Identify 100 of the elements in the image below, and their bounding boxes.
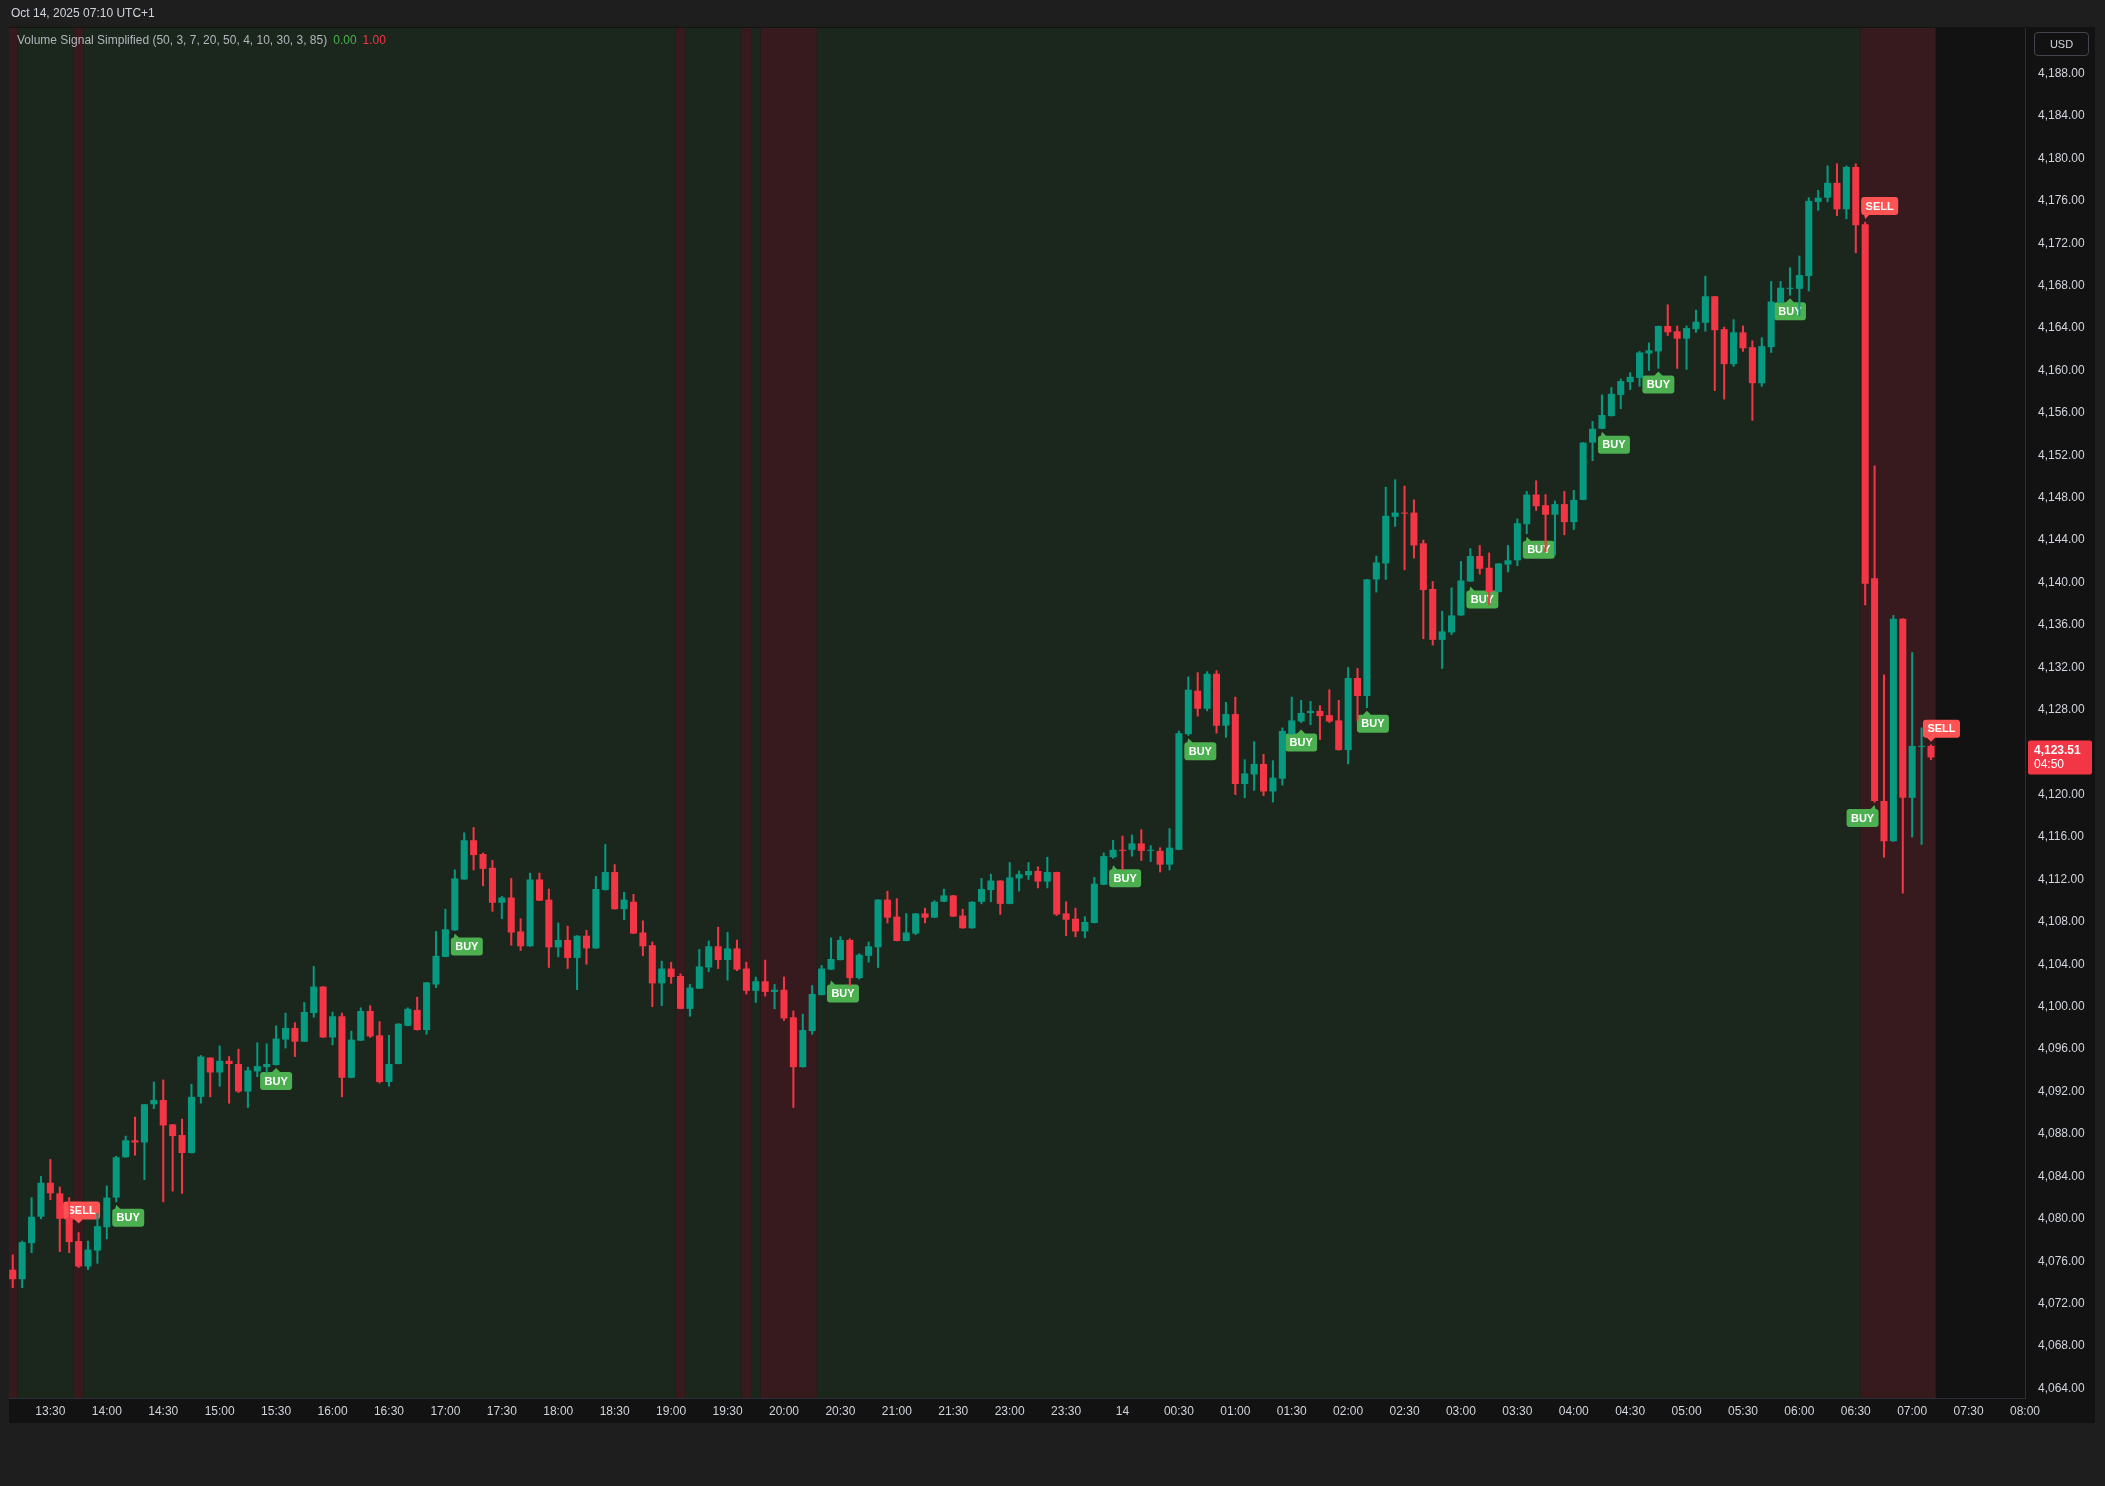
x-tick-label: 13:30 (35, 1403, 66, 1418)
x-tick-label: 20:00 (768, 1403, 800, 1418)
y-tick-label: 4,168.00 (2038, 277, 2086, 292)
y-tick-label: 4,136.00 (2038, 617, 2086, 632)
x-tick-label: 17:00 (430, 1403, 461, 1418)
x-tick-label: 05:00 (1671, 1403, 1702, 1418)
y-tick-label: 4,064.00 (2038, 1380, 2086, 1395)
candlestick (1786, 267, 1794, 296)
x-tick-label: 18:00 (543, 1403, 574, 1418)
x-tick-label: 23:00 (994, 1403, 1026, 1418)
annotation: BUY (1850, 811, 1875, 824)
candlestick (1118, 835, 1127, 871)
y-tick-label: 4,116.00 (2038, 829, 2085, 844)
y-tick-label: 4,088.00 (2038, 1126, 2086, 1141)
x-tick-label: 07:30 (1953, 1403, 1984, 1418)
text: Volume Signal Simplified (50, 3, 7, 20, 50, 4, 10, 30, 3, 85) (17, 33, 328, 47)
y-tick-label: 4,176.00 (2038, 193, 2086, 208)
x-tick-label: 19:30 (712, 1403, 743, 1418)
x-tick-label: 03:00 (1445, 1403, 1477, 1418)
y-tick-label: 4,132.00 (2038, 659, 2086, 674)
x-tick-label: 04:30 (1615, 1403, 1646, 1418)
candlestick (1147, 845, 1155, 862)
candlestick (281, 1012, 290, 1049)
x-tick-label: 18:30 (599, 1403, 631, 1418)
y-tick-label: 4,096.00 (2038, 1041, 2086, 1056)
y-tick-label: 4,148.00 (2038, 490, 2086, 505)
chart-title: Oct 14, 2025 07:10 UTC+1 (11, 6, 155, 20)
x-tick-label: 16:30 (373, 1403, 405, 1418)
x-tick-label: 03:30 (1502, 1403, 1533, 1418)
candlestick (1918, 727, 1926, 845)
x-tick-label: 02:30 (1389, 1403, 1420, 1418)
annotation: BUY (455, 939, 480, 952)
annotation: BUY (1188, 744, 1213, 757)
y-tick-label: 4,164.00 (2038, 320, 2086, 335)
candlestick (1307, 701, 1315, 725)
x-tick-label: 14:00 (91, 1403, 123, 1418)
annotation: BUY (1113, 871, 1138, 884)
x-tick-label: 21:30 (938, 1403, 969, 1418)
y-tick-label: 4,112.00 (2038, 871, 2085, 886)
x-tick-label: 08:00 (2009, 1403, 2041, 1418)
x-tick-label: 14 (1115, 1403, 1130, 1418)
x-tick-label: 23:30 (1051, 1403, 1082, 1418)
x-tick-label: 01:00 (1220, 1403, 1251, 1418)
annotation: BUY (831, 987, 856, 1000)
y-tick-label: 4,068.00 (2038, 1338, 2086, 1353)
x-tick-label: 15:00 (204, 1403, 236, 1418)
annotation: 1.00 (362, 33, 386, 47)
candlestick (131, 1116, 139, 1156)
y-tick-label: 4,184.00 (2038, 108, 2086, 123)
y-tick-label: 4,100.00 (2038, 999, 2086, 1014)
y-tick-label: 4,104.00 (2038, 956, 2086, 971)
annotation: BUY (1289, 736, 1314, 749)
candlestick (1391, 479, 1399, 527)
candlestick (1401, 485, 1409, 571)
candlestick (225, 1056, 233, 1104)
annotation: BUY (1646, 377, 1671, 390)
y-tick-label: 4,144.00 (2038, 532, 2086, 547)
y-tick-label: 4,072.00 (2038, 1295, 2086, 1310)
y-tick-label: 4,188.00 (2038, 65, 2086, 80)
y-axis-title: USD (2034, 32, 2089, 56)
y-tick-label: 4,128.00 (2038, 702, 2086, 717)
y-tick-label: 4,092.00 (2038, 1083, 2086, 1098)
y-tick-label: 4,156.00 (2038, 405, 2086, 420)
annotation: 0.00 (333, 33, 357, 47)
candlestick (1024, 862, 1033, 880)
x-tick-label: 19:00 (656, 1403, 687, 1418)
y-tick-label: 4,076.00 (2038, 1253, 2086, 1268)
annotation: BUY (1361, 717, 1386, 730)
x-tick-label: 20:30 (825, 1403, 856, 1418)
y-tick-label: 4,120.00 (2038, 786, 2086, 801)
annotation: BUY (116, 1211, 141, 1224)
annotation: BUY (1778, 304, 1803, 317)
y-tick-label: 4,180.00 (2038, 150, 2086, 165)
x-tick-label: 01:30 (1276, 1403, 1308, 1418)
annotation: SELL (1927, 722, 1956, 735)
annotation: BUY (1602, 438, 1627, 451)
y-tick-label: 4,152.00 (2038, 447, 2086, 462)
x-tick-label: 06:00 (1784, 1403, 1815, 1418)
y-tick-label: 4,172.00 (2038, 235, 2086, 250)
x-tick-label: 07:00 (1897, 1403, 1928, 1418)
annotation: BUY (264, 1074, 289, 1087)
x-tick-label: 04:00 (1558, 1403, 1590, 1418)
x-tick-label: 15:30 (261, 1403, 292, 1418)
y-tick-label: 4,160.00 (2038, 362, 2086, 377)
annotation: BUY (1527, 543, 1552, 556)
y-tick-label: 4,084.00 (2038, 1168, 2086, 1183)
text: 4,123.51 04:50 (2034, 742, 2082, 771)
x-tick-label: 05:30 (1727, 1403, 1759, 1418)
x-tick-label: 14:30 (148, 1403, 179, 1418)
y-tick-label: 4,080.00 (2038, 1211, 2086, 1226)
x-tick-label: 06:30 (1840, 1403, 1872, 1418)
x-tick-label: 21:00 (881, 1403, 913, 1418)
x-tick-label: 16:00 (317, 1403, 348, 1418)
x-tick-label: 02:00 (1333, 1403, 1364, 1418)
annotation: SELL (1865, 199, 1895, 212)
candlestick (582, 930, 590, 965)
x-tick-label: 00:30 (1163, 1403, 1195, 1418)
x-tick-label: 17:30 (486, 1403, 518, 1418)
y-tick-label: 4,108.00 (2038, 914, 2086, 929)
y-tick-label: 4,140.00 (2038, 574, 2086, 589)
